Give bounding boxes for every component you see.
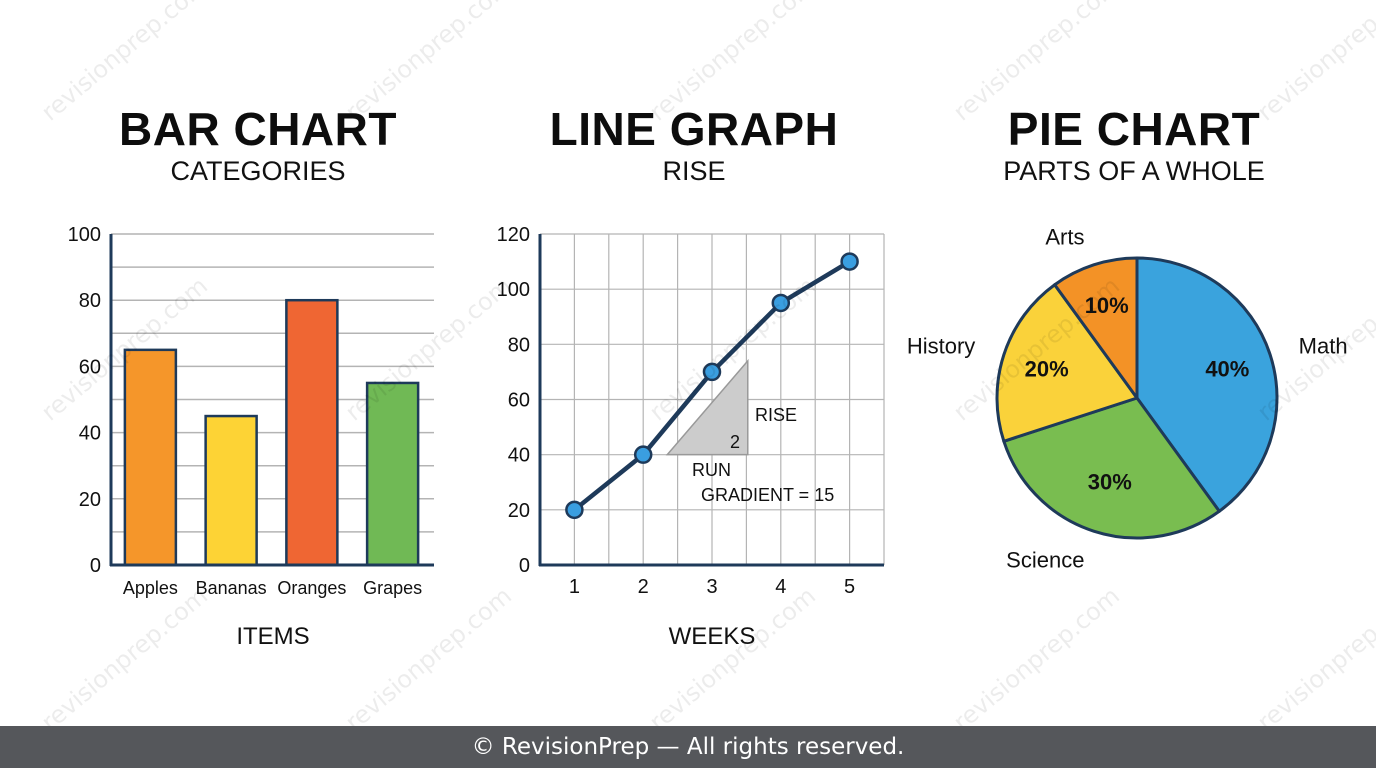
pie-category-label: Science (1006, 548, 1084, 573)
line-data-point (702, 362, 722, 382)
bar-category-label: Apples (123, 578, 178, 598)
gradient-triangle (665, 358, 749, 456)
infographic: BAR CHART CATEGORIES LINE GRAPH RISE PIE… (36, 0, 1376, 726)
line-graph: 0 20 40 60 80 100 120 1 2 3 4 5 RISE 2 RUN GRADIEN… (497, 224, 885, 650)
line-y-tick-label: 0 (519, 555, 530, 577)
pie-chart-category-labels: Math Science History Arts (907, 224, 1348, 572)
line-data-point (771, 293, 791, 313)
line-data-point (840, 252, 859, 271)
line-y-tick-label: 40 (508, 445, 530, 467)
line-graph-y-ticks: 0 20 40 60 80 100 120 (497, 224, 530, 577)
line-data-point (565, 500, 584, 520)
line-graph-x-ticks: 1 2 3 4 5 (569, 576, 855, 598)
pie-category-label: History (907, 333, 975, 358)
line-data-point (633, 445, 653, 464)
pie-category-label: Math (1299, 333, 1348, 358)
line-y-tick-label: 100 (497, 279, 530, 301)
pie-percent-label: 10% (1085, 293, 1129, 318)
bar-chart-bars (123, 298, 420, 567)
bar-y-tick-label: 20 (79, 489, 101, 511)
line-x-tick-label: 4 (775, 576, 786, 598)
line-x-tick-label: 3 (706, 576, 717, 598)
gradient-annotation: GRADIENT = 15 (701, 485, 834, 505)
line-graph-points (565, 252, 859, 520)
bar-chart-y-ticks: 0 20 40 60 80 100 (68, 224, 101, 577)
line-y-tick-label: 120 (497, 224, 530, 246)
pie-chart-slices (995, 256, 1279, 540)
pie-slice (1053, 256, 1139, 400)
line-x-tick-label: 1 (569, 576, 580, 598)
bar (285, 298, 339, 567)
pie-chart-percent-labels: 40% 30% 20% 10% (1025, 293, 1250, 495)
run-annotation: RUN (692, 460, 731, 480)
line-graph-x-axis-title: WEEKS (669, 623, 756, 650)
pie-slice (1135, 256, 1279, 513)
line-y-tick-label: 60 (508, 390, 530, 412)
bar-chart-x-ticks: Apples Bananas Oranges Grapes (123, 578, 422, 598)
line-y-tick-label: 80 (508, 334, 530, 356)
pie-percent-label: 30% (1088, 470, 1132, 495)
bar (365, 381, 420, 567)
pie-slice (995, 283, 1139, 443)
pie-chart: 40% 30% 20% 10% Math Science History Arts (907, 224, 1348, 572)
bar-chart-x-axis-title: ITEMS (236, 623, 309, 650)
pie-chart-subtitle: PARTS OF A WHOLE (1003, 156, 1265, 186)
bar-chart-subtitle: CATEGORIES (170, 156, 346, 186)
bar-y-tick-label: 40 (79, 423, 101, 445)
bar-y-tick-label: 60 (79, 356, 101, 378)
pie-chart-title: PIE CHART (1007, 103, 1261, 155)
bar-category-label: Oranges (277, 578, 346, 598)
bar-y-tick-label: 100 (68, 224, 101, 246)
copyright-footer: © RevisionPrep — All rights reserved. (0, 726, 1376, 768)
bar-category-label: Grapes (363, 578, 422, 598)
pie-slice (1002, 396, 1221, 540)
line-x-tick-label: 2 (638, 576, 649, 598)
line-y-tick-label: 20 (508, 500, 530, 522)
bar-chart-title: BAR CHART (119, 103, 397, 155)
bar-category-label: Bananas (196, 578, 267, 598)
line-x-tick-label: 5 (844, 576, 855, 598)
rise-annotation: RISE (755, 405, 797, 425)
line-graph-subtitle: RISE (662, 156, 726, 186)
bar-y-tick-label: 0 (90, 555, 101, 577)
bar-y-tick-label: 80 (79, 290, 101, 312)
pie-category-label: Arts (1045, 224, 1084, 249)
pie-percent-label: 40% (1205, 357, 1249, 382)
line-graph-title: LINE GRAPH (549, 103, 839, 155)
run-value-annotation: 2 (730, 432, 740, 452)
pie-percent-label: 20% (1025, 357, 1069, 382)
